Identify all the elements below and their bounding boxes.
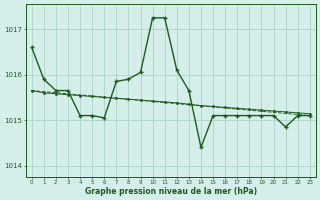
X-axis label: Graphe pression niveau de la mer (hPa): Graphe pression niveau de la mer (hPa) — [85, 187, 257, 196]
